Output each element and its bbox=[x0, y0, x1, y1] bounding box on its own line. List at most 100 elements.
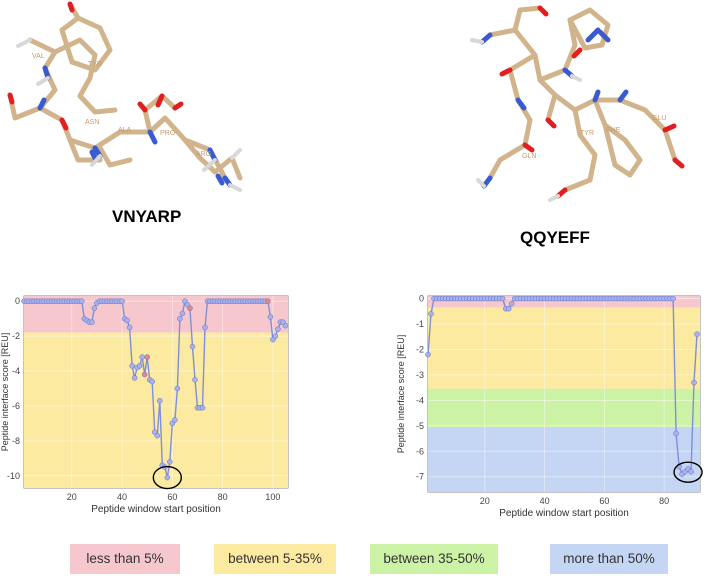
x-axis-label: Peptide window start position bbox=[91, 504, 221, 515]
data-point bbox=[119, 298, 125, 304]
legend-item-35-50: between 35-50% bbox=[370, 544, 498, 574]
molecule-structure-right: GLN TYR PHE GLU bbox=[470, 5, 685, 202]
data-point bbox=[265, 298, 271, 304]
peptide-name-right: QQYEFF bbox=[520, 228, 590, 247]
y-tick-label: -4 bbox=[416, 395, 424, 405]
score-chart-vnyarp: 0 -2 -4 -6 -8 -10 20 40 60 80 100 Peptide interfac… bbox=[0, 295, 289, 515]
legend-item-less-than-5: less than 5% bbox=[70, 544, 180, 574]
svg-text:PRO: PRO bbox=[160, 130, 176, 137]
data-point bbox=[688, 468, 694, 475]
data-point bbox=[139, 354, 145, 360]
data-point bbox=[187, 305, 193, 311]
data-point bbox=[164, 474, 171, 481]
data-point bbox=[141, 371, 148, 378]
data-point bbox=[508, 300, 515, 307]
y-tick-label: -1 bbox=[416, 319, 424, 329]
data-point bbox=[272, 333, 279, 339]
score-chart-qqyeff: 0 -1 -2 -3 -4 -5 -6 -7 20 40 60 80 Peptide interfac… bbox=[396, 294, 703, 519]
svg-text:ALA: ALA bbox=[118, 127, 132, 134]
data-point bbox=[91, 305, 98, 311]
data-point bbox=[129, 363, 135, 369]
x-tick-label: 60 bbox=[167, 492, 177, 502]
x-tick-label: 100 bbox=[265, 492, 280, 502]
minimum-circle-marker bbox=[673, 461, 703, 483]
data-point bbox=[282, 322, 289, 329]
peptide-name-left: VNYARP bbox=[112, 207, 182, 226]
data-point bbox=[267, 314, 274, 320]
x-tick-label: 80 bbox=[659, 496, 669, 506]
y-tick-label: -3 bbox=[416, 370, 424, 380]
y-tick-label: -4 bbox=[12, 366, 20, 376]
y-tick-label: 0 bbox=[419, 294, 424, 304]
svg-text:GLU: GLU bbox=[652, 115, 666, 122]
data-point bbox=[174, 385, 181, 392]
molecule-structure-left: VAL TYR ASN ALA PRO ARG bbox=[7, 1, 243, 192]
x-tick-label: 40 bbox=[540, 496, 550, 506]
minimum-circle-marker bbox=[152, 465, 183, 490]
y-axis-label: Peptide interface score [REU] bbox=[396, 335, 406, 454]
svg-text:VAL: VAL bbox=[32, 53, 45, 60]
y-tick-label: -10 bbox=[7, 471, 20, 481]
y-tick-label: -2 bbox=[12, 331, 20, 341]
x-tick-label: 20 bbox=[480, 496, 490, 506]
data-point bbox=[691, 379, 697, 386]
data-point bbox=[157, 397, 163, 404]
data-point bbox=[673, 430, 679, 437]
data-point bbox=[428, 311, 434, 317]
y-tick-label: -8 bbox=[12, 436, 20, 446]
y-tick-label: -2 bbox=[416, 344, 424, 354]
svg-text:ASN: ASN bbox=[85, 119, 99, 126]
data-point bbox=[275, 326, 281, 332]
score-band bbox=[24, 332, 288, 488]
x-tick-label: 80 bbox=[218, 492, 228, 502]
data-point bbox=[425, 351, 431, 358]
data-point bbox=[177, 315, 183, 322]
legend-label: more than 50% bbox=[563, 551, 655, 566]
legend-label: less than 5% bbox=[86, 551, 164, 566]
data-point bbox=[89, 319, 95, 325]
score-band bbox=[428, 307, 700, 389]
x-tick-label: 60 bbox=[599, 496, 609, 506]
data-point bbox=[124, 317, 130, 324]
data-point bbox=[172, 417, 178, 423]
data-point bbox=[505, 305, 512, 312]
score-band bbox=[428, 427, 700, 492]
data-point bbox=[167, 459, 173, 465]
svg-text:ARG: ARG bbox=[196, 151, 211, 158]
y-tick-label: -6 bbox=[12, 401, 20, 411]
legend-item-more-than-50: more than 50% bbox=[550, 544, 668, 574]
score-band bbox=[428, 388, 700, 428]
data-point bbox=[499, 295, 506, 302]
svg-text:TYR: TYR bbox=[580, 130, 594, 137]
y-tick-label: -6 bbox=[416, 446, 424, 456]
svg-text:PHE: PHE bbox=[606, 127, 621, 134]
legend-label: between 35-50% bbox=[383, 551, 485, 566]
x-axis-label: Peptide window start position bbox=[499, 508, 629, 519]
x-tick-label: 20 bbox=[67, 492, 77, 502]
y-tick-label: 0 bbox=[15, 296, 20, 306]
data-point bbox=[179, 310, 186, 317]
legend-label: between 5-35% bbox=[228, 551, 322, 566]
data-point bbox=[79, 298, 85, 304]
data-point bbox=[199, 404, 206, 411]
data-point bbox=[149, 378, 155, 385]
data-point bbox=[192, 377, 198, 383]
data-point bbox=[202, 324, 208, 331]
x-tick-label: 40 bbox=[117, 492, 127, 502]
data-point bbox=[144, 354, 150, 360]
data-point bbox=[126, 324, 133, 331]
data-point bbox=[189, 343, 196, 350]
svg-text:GLN: GLN bbox=[522, 153, 536, 160]
score-band bbox=[428, 296, 700, 308]
y-tick-label: -5 bbox=[416, 421, 424, 431]
y-tick-label: -7 bbox=[416, 472, 424, 482]
svg-text:TYR: TYR bbox=[88, 61, 102, 68]
data-point bbox=[136, 363, 143, 369]
data-point bbox=[670, 295, 676, 302]
data-point bbox=[694, 331, 700, 337]
data-point bbox=[131, 375, 138, 381]
y-axis-label: Peptide interface score [REU] bbox=[0, 333, 10, 452]
data-point bbox=[154, 432, 161, 439]
legend-item-5-35: between 5-35% bbox=[214, 544, 336, 574]
